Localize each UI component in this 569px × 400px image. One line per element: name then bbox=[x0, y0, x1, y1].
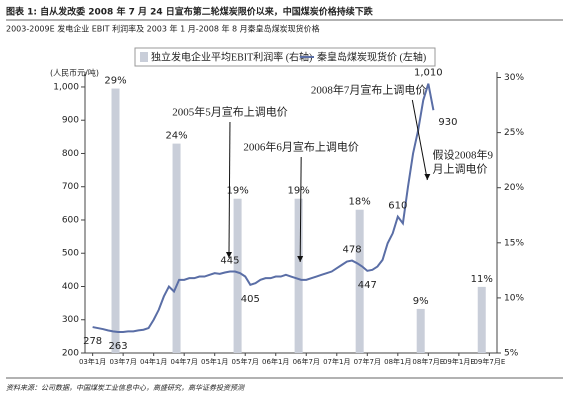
bar bbox=[172, 143, 181, 353]
arrow-head bbox=[297, 256, 304, 262]
y-tick-label: 700 bbox=[62, 182, 79, 192]
bar bbox=[355, 209, 364, 353]
y-axis-label: (人民币元/吨) bbox=[50, 68, 99, 78]
y2-tick-label: 15% bbox=[504, 238, 524, 248]
annotation: 2005年5月宣布上调电价 bbox=[172, 105, 288, 119]
y2-tick-label: 30% bbox=[504, 73, 524, 83]
annotation: 月上调电价 bbox=[433, 163, 488, 176]
bar bbox=[294, 198, 303, 353]
x-tick-label: 05年1月 bbox=[201, 357, 228, 366]
line bbox=[92, 83, 435, 334]
annotation-arrow bbox=[411, 99, 428, 181]
point-label: 478 bbox=[342, 245, 361, 256]
y-tick-label: 200 bbox=[62, 349, 79, 359]
bar-label: 9% bbox=[413, 296, 429, 307]
point-label: 405 bbox=[241, 294, 260, 305]
arrow-head bbox=[225, 252, 232, 258]
y-tick-label: 500 bbox=[62, 249, 79, 259]
x-tick-label: 07年1月 bbox=[323, 357, 350, 366]
x-tick-label: 06年7月 bbox=[293, 357, 320, 366]
annotation: 2008年7月宣布上调电价 bbox=[311, 83, 427, 97]
bar-label: 29% bbox=[104, 76, 126, 87]
point-label: 930 bbox=[438, 117, 457, 128]
x-tick-label: 05年7月 bbox=[232, 357, 259, 366]
y-tick-label: 300 bbox=[62, 315, 79, 325]
bar bbox=[233, 198, 242, 353]
legend: 独立发电企业平均EBIT利润率 (右轴) 秦皇岛煤炭现货价 (左轴) bbox=[134, 47, 436, 67]
chart-title: 图表 1: 自从发改委 2008 年 7 月 24 日宣布第二轮煤炭限价以来，中… bbox=[6, 6, 374, 18]
bar-label: 19% bbox=[226, 186, 248, 197]
source: 资料来源：公司数据，中国煤炭工业信息中心，高盛研究，高华证券投资预测 bbox=[6, 384, 245, 392]
bar-label: 24% bbox=[165, 131, 187, 142]
x-tick-label: 08年1月 bbox=[384, 357, 411, 366]
bar-label: 18% bbox=[349, 197, 371, 208]
bar bbox=[111, 88, 120, 353]
y2-tick-label: 25% bbox=[504, 128, 524, 138]
legend-swatch bbox=[140, 52, 148, 62]
chart-subtitle: 2003-2009E 发电企业 EBIT 利润率及 2003 年 1 月-200… bbox=[6, 24, 320, 34]
x-tick-label: 03年1月 bbox=[79, 357, 106, 366]
point-label: 445 bbox=[220, 256, 239, 267]
x-tick-label: 08年7月E bbox=[412, 357, 444, 366]
y-tick-label: 900 bbox=[62, 116, 79, 126]
y2-tick-label: 5% bbox=[504, 349, 519, 359]
y-tick-label: 800 bbox=[62, 149, 79, 159]
arrow-head bbox=[424, 174, 431, 180]
annotation-arrow bbox=[228, 121, 231, 259]
y-tick-label: 600 bbox=[62, 215, 79, 225]
x-tick-label: 07年7月 bbox=[354, 357, 381, 366]
bar bbox=[477, 286, 486, 353]
legend-box bbox=[134, 47, 436, 67]
bar-label: 11% bbox=[471, 274, 493, 285]
point-label: 447 bbox=[358, 280, 377, 291]
point-label: 263 bbox=[109, 341, 128, 352]
y2-tick-label: 20% bbox=[504, 183, 524, 193]
annotation: 假设2008年9 bbox=[433, 148, 494, 162]
legend-label: 独立发电企业平均EBIT利润率 (右轴) bbox=[151, 50, 312, 63]
x-tick-label: 04年7月 bbox=[170, 357, 197, 366]
annotation-arrow bbox=[299, 156, 302, 263]
legend-label: 秦皇岛煤炭现货价 (左轴) bbox=[317, 50, 426, 63]
bar-label: 19% bbox=[288, 186, 310, 197]
x-tick-label: 03年7月 bbox=[109, 357, 136, 366]
annotation: 2006年6月宣布上调电价 bbox=[243, 140, 359, 154]
y2-tick-label: 10% bbox=[504, 293, 524, 303]
y-tick-label: 400 bbox=[62, 282, 79, 292]
y-tick-label: 1,000 bbox=[53, 82, 79, 92]
point-label: 278 bbox=[83, 336, 102, 347]
point-label: 610 bbox=[388, 201, 407, 212]
point-label: 1,010 bbox=[414, 68, 443, 79]
x-tick-label: 09年1月E bbox=[443, 357, 475, 366]
bar bbox=[416, 308, 425, 353]
x-tick-label: 04年1月 bbox=[140, 357, 167, 366]
x-tick-label: 06年1月 bbox=[262, 357, 289, 366]
x-tick-label: 09年7月E bbox=[473, 357, 505, 366]
